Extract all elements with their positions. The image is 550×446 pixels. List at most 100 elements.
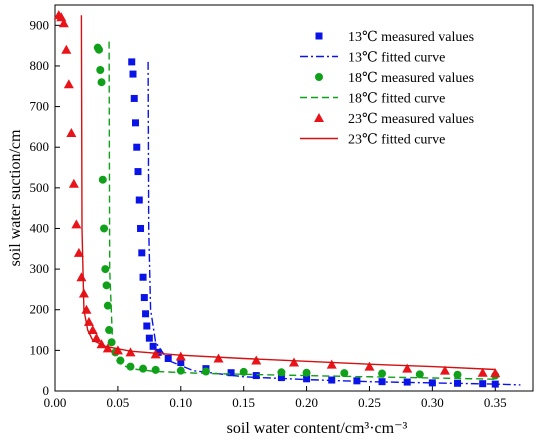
data-point — [139, 273, 147, 281]
data-point — [251, 355, 262, 365]
legend-item: 23℃ fitted curve — [300, 133, 445, 148]
data-point — [96, 66, 105, 75]
data-point — [73, 247, 84, 257]
y-tick-label: 100 — [30, 342, 50, 357]
y-tick-label: 300 — [30, 261, 50, 276]
data-point — [378, 369, 387, 378]
data-point — [151, 365, 160, 374]
data-point — [101, 265, 110, 274]
y-tick-label: 400 — [30, 220, 50, 235]
data-point — [105, 326, 114, 335]
series-layer — [53, 10, 521, 388]
data-point — [102, 343, 113, 353]
y-tick-label: 700 — [30, 99, 50, 114]
data-point — [277, 374, 285, 382]
y-tick-label: 200 — [30, 302, 50, 317]
data-point — [364, 361, 375, 371]
data-point — [137, 224, 145, 232]
data-point — [490, 368, 501, 378]
data-point — [128, 58, 136, 66]
data-point — [63, 79, 74, 89]
series-2 — [93, 43, 500, 380]
legend-label: 13℃ fitted curve — [348, 51, 445, 66]
data-point — [176, 366, 185, 375]
x-tick-label: 0.10 — [169, 395, 192, 410]
data-point — [140, 294, 148, 302]
data-point — [135, 196, 143, 204]
data-point — [439, 365, 450, 375]
fitted-curve-line — [108, 41, 496, 380]
legend-item: 18℃ measured values — [315, 71, 474, 86]
data-point — [326, 359, 337, 369]
data-point — [143, 322, 151, 330]
data-point — [112, 345, 123, 355]
legend-marker-swatch — [315, 32, 323, 40]
data-point — [227, 369, 235, 377]
data-point — [95, 45, 104, 54]
data-point — [142, 310, 150, 318]
data-point — [126, 362, 135, 371]
data-point — [91, 333, 102, 343]
series-1 — [147, 61, 521, 386]
data-point — [277, 368, 286, 377]
legend-marker-swatch — [314, 113, 324, 122]
y-tick-labels: 0 100 200 300 400 500 600 700 800 900 — [30, 17, 50, 398]
data-point — [97, 78, 106, 87]
legend-label: 18℃ measured values — [348, 71, 474, 86]
data-point — [353, 377, 361, 385]
series-5 — [80, 15, 496, 371]
data-point — [134, 168, 142, 176]
data-point — [491, 380, 499, 388]
y-tick-label: 800 — [30, 58, 50, 73]
data-point — [138, 249, 146, 257]
data-point — [164, 354, 172, 362]
y-axis-title: soil water suction/cm — [7, 129, 24, 266]
data-point — [71, 219, 82, 229]
x-tick-label: 0.35 — [484, 395, 507, 410]
data-point — [87, 325, 98, 335]
y-tick-label: 500 — [30, 180, 50, 195]
data-point — [453, 370, 462, 379]
series-3 — [108, 41, 496, 380]
data-point — [428, 379, 436, 387]
data-point — [76, 272, 87, 282]
x-tick-label: 0.20 — [295, 395, 318, 410]
data-point — [68, 178, 79, 188]
data-point — [81, 304, 92, 314]
data-point — [149, 342, 157, 350]
x-tick-label: 0.05 — [107, 395, 130, 410]
data-point — [66, 127, 77, 137]
data-point — [201, 367, 210, 376]
legend-item: 13℃ fitted curve — [300, 51, 445, 66]
fitted-curve-line — [147, 61, 521, 386]
data-point — [139, 364, 148, 373]
x-tick-labels: 0.00 0.05 0.10 0.15 0.20 0.25 0.30 0.35 — [44, 395, 507, 410]
data-point — [102, 281, 111, 290]
legend-item: 23℃ measured values — [314, 112, 474, 127]
y-tick-label: 900 — [30, 17, 50, 32]
data-point — [213, 353, 224, 363]
legend-item: 18℃ fitted curve — [300, 92, 445, 107]
data-point — [107, 338, 116, 347]
plot-frame — [54, 4, 534, 392]
y-tick-label: 600 — [30, 139, 50, 154]
legend-marker-swatch — [315, 73, 323, 81]
x-tick-label: 0.25 — [358, 395, 381, 410]
series-0 — [128, 58, 499, 388]
data-point — [133, 143, 141, 151]
data-point — [340, 369, 349, 378]
data-point — [129, 70, 137, 78]
legend-item: 13℃ measured values — [315, 30, 474, 45]
data-point — [302, 368, 311, 377]
data-point — [289, 357, 299, 367]
data-point — [402, 363, 413, 373]
data-point — [58, 18, 69, 28]
data-point — [100, 224, 109, 233]
x-axis-title: soil water content/cm³·cm⁻³ — [227, 420, 408, 437]
y-tick-label: 0 — [43, 383, 50, 398]
x-tick-label: 0.00 — [44, 395, 67, 410]
data-point — [132, 119, 140, 127]
data-point — [98, 175, 107, 184]
data-point — [154, 348, 162, 356]
x-tick-label: 0.15 — [232, 395, 255, 410]
